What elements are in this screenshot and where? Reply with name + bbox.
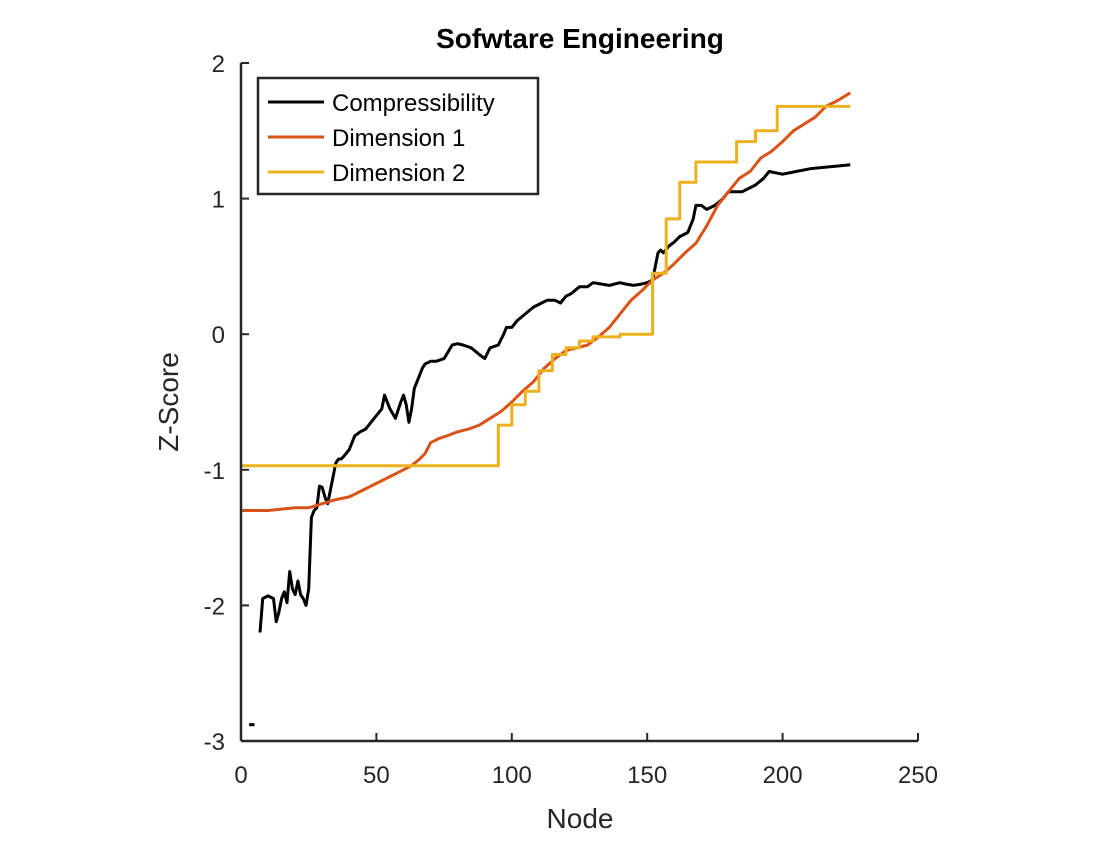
y-axis-label: Z-Score	[153, 352, 184, 452]
x-tick-label: 200	[763, 762, 803, 789]
y-tick-label: -3	[204, 729, 225, 756]
legend-label: Dimension 2	[332, 160, 465, 187]
x-tick-label: 0	[234, 762, 247, 789]
y-tick-label: 2	[212, 51, 225, 78]
x-axis-label: Node	[547, 803, 614, 834]
chart-title: Sofwtare Engineering	[436, 23, 724, 54]
y-tick-label: 1	[212, 187, 225, 214]
y-tick-label: -1	[204, 458, 225, 485]
y-tick-label: -2	[204, 593, 225, 620]
x-tick-label: 150	[627, 762, 667, 789]
legend-label: Compressibility	[332, 90, 495, 117]
legend-label: Dimension 1	[332, 125, 465, 152]
series-line-compressibility	[258, 163, 851, 633]
y-tick-label: 0	[212, 322, 225, 349]
x-tick-label: 100	[492, 762, 532, 789]
series-line-dimension-2	[241, 104, 851, 468]
plot-area	[241, 91, 852, 727]
x-tick-label: 50	[363, 762, 390, 789]
legend: Compressibility Dimension 1 Dimension 2	[256, 76, 540, 196]
axes: 0 50 100 150 200 250 -3 -2 -1 0 1 2	[204, 51, 938, 789]
x-tick-label: 250	[898, 762, 938, 789]
series-line-dimension-1	[241, 91, 852, 512]
